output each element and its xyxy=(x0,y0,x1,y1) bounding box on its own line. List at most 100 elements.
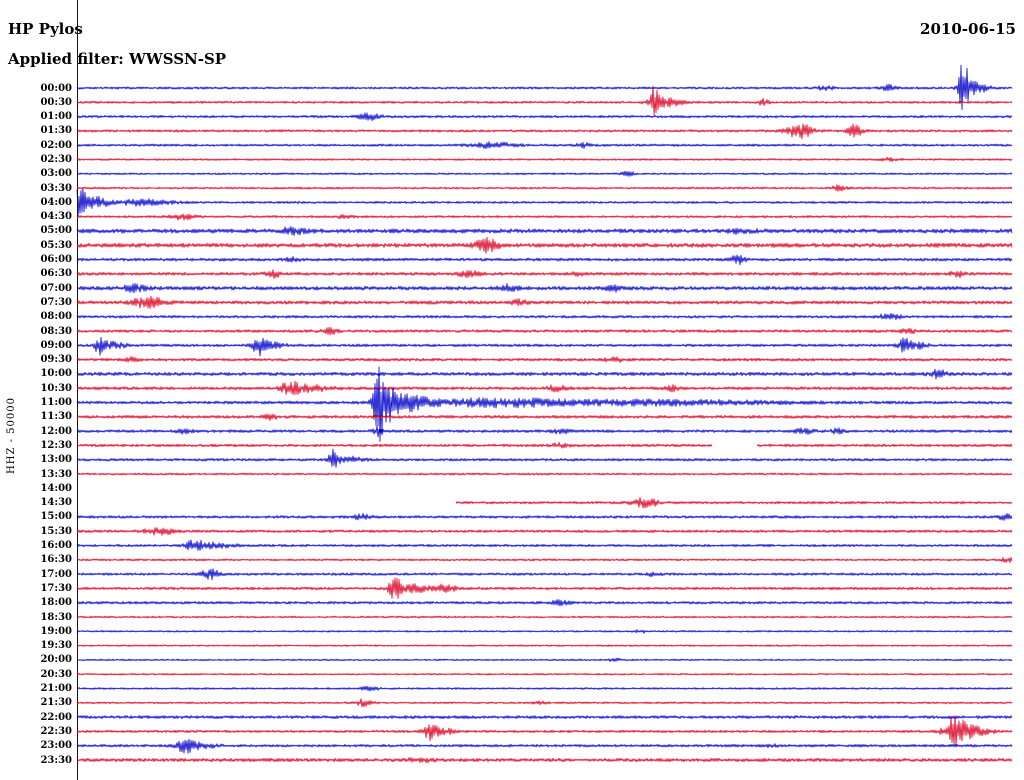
time-label-06:30: 06:30 xyxy=(40,268,72,280)
time-label-02:00: 02:00 xyxy=(40,139,72,151)
time-label-19:00: 19:00 xyxy=(40,625,72,637)
time-label-13:30: 13:30 xyxy=(40,468,72,480)
trace-row-16:30 xyxy=(76,556,1013,563)
time-label-07:00: 07:00 xyxy=(40,282,72,294)
trace-row-12:00 xyxy=(76,425,1013,438)
trace-row-17:30 xyxy=(76,577,1013,599)
trace-row-11:00 xyxy=(76,366,1013,442)
time-label-10:30: 10:30 xyxy=(40,382,72,394)
time-label-21:00: 21:00 xyxy=(40,683,72,695)
date-label: 2010-06-15 xyxy=(920,20,1016,38)
trace-row-01:30 xyxy=(76,123,1013,140)
trace-start-line xyxy=(77,0,78,780)
trace-row-16:00 xyxy=(76,539,1013,551)
time-label-02:30: 02:30 xyxy=(40,153,72,165)
trace-row-13:00 xyxy=(76,448,1013,468)
trace-row-18:30 xyxy=(76,615,1013,619)
time-label-11:00: 11:00 xyxy=(40,397,72,409)
trace-row-23:30 xyxy=(76,757,1013,764)
time-label-17:30: 17:30 xyxy=(40,582,72,594)
time-label-04:00: 04:00 xyxy=(40,196,72,208)
time-labels-column: 00:00 00:30 01:00 01:30 02:00 02:30 03:00 03:30… xyxy=(28,0,72,780)
trace-row-15:30 xyxy=(76,527,1013,536)
time-label-20:30: 20:30 xyxy=(40,668,72,680)
time-label-21:30: 21:30 xyxy=(40,697,72,709)
trace-row-10:00 xyxy=(76,368,1013,380)
trace-row-09:00 xyxy=(76,336,1013,357)
time-label-05:30: 05:30 xyxy=(40,239,72,251)
trace-row-00:00 xyxy=(76,64,1013,110)
time-label-22:00: 22:00 xyxy=(40,711,72,723)
time-label-09:00: 09:00 xyxy=(40,339,72,351)
trace-row-20:00 xyxy=(76,657,1013,662)
trace-row-19:30 xyxy=(76,644,1013,647)
time-label-23:30: 23:30 xyxy=(40,754,72,766)
trace-row-05:00 xyxy=(76,225,1013,237)
time-label-14:00: 14:00 xyxy=(40,482,72,494)
time-label-04:30: 04:30 xyxy=(40,211,72,223)
time-label-08:30: 08:30 xyxy=(40,325,72,337)
time-label-01:30: 01:30 xyxy=(40,125,72,137)
time-label-00:00: 00:00 xyxy=(40,82,72,94)
time-label-12:30: 12:30 xyxy=(40,439,72,451)
trace-row-17:00 xyxy=(76,568,1013,581)
time-label-18:30: 18:30 xyxy=(40,611,72,623)
trace-row-09:30 xyxy=(76,355,1013,363)
trace-row-19:00 xyxy=(76,629,1013,634)
trace-row-14:30 xyxy=(455,496,1013,509)
trace-row-00:30 xyxy=(76,85,1013,116)
time-label-19:30: 19:30 xyxy=(40,640,72,652)
time-label-06:00: 06:00 xyxy=(40,254,72,266)
time-label-07:30: 07:30 xyxy=(40,296,72,308)
trace-row-18:00 xyxy=(76,599,1013,607)
time-label-18:00: 18:00 xyxy=(40,597,72,609)
applied-filter-label: Applied filter: WWSSN-SP xyxy=(8,50,227,68)
trace-row-20:30 xyxy=(76,672,1013,676)
time-label-12:00: 12:00 xyxy=(40,425,72,437)
time-label-01:00: 01:00 xyxy=(40,111,72,123)
trace-row-15:00 xyxy=(76,512,1013,521)
trace-row-07:00 xyxy=(76,282,1013,294)
trace-row-02:30 xyxy=(76,156,1013,163)
trace-row-21:30 xyxy=(76,698,1013,708)
trace-row-08:30 xyxy=(76,326,1013,336)
time-label-23:00: 23:00 xyxy=(40,740,72,752)
time-label-22:30: 22:30 xyxy=(40,725,72,737)
time-label-15:00: 15:00 xyxy=(40,511,72,523)
trace-row-08:00 xyxy=(76,312,1013,321)
trace-row-05:30 xyxy=(76,236,1013,254)
trace-row-22:30 xyxy=(76,715,1013,748)
trace-row-07:30 xyxy=(76,295,1013,310)
time-label-17:00: 17:00 xyxy=(40,568,72,580)
time-label-09:30: 09:30 xyxy=(40,354,72,366)
trace-row-04:30 xyxy=(76,213,1013,221)
time-label-03:30: 03:30 xyxy=(40,182,72,194)
time-label-03:00: 03:00 xyxy=(40,168,72,180)
trace-row-03:00 xyxy=(76,170,1013,177)
trace-row-01:00 xyxy=(76,112,1013,122)
trace-row-04:00 xyxy=(76,188,1013,217)
trace-row-12:30 xyxy=(756,443,1013,448)
trace-row-21:00 xyxy=(76,685,1013,692)
trace-row-11:30 xyxy=(76,413,1013,421)
time-label-20:00: 20:00 xyxy=(40,654,72,666)
time-label-16:30: 16:30 xyxy=(40,554,72,566)
time-label-16:00: 16:00 xyxy=(40,540,72,552)
trace-row-22:00 xyxy=(76,715,1013,720)
trace-row-10:30 xyxy=(76,380,1013,396)
time-label-00:30: 00:30 xyxy=(40,96,72,108)
trace-row-02:00 xyxy=(76,141,1013,150)
station-title: HP Pylos xyxy=(8,20,83,38)
time-label-08:00: 08:00 xyxy=(40,311,72,323)
time-label-14:30: 14:30 xyxy=(40,497,72,509)
trace-row-06:00 xyxy=(76,254,1013,266)
trace-row-13:30 xyxy=(76,472,1013,476)
trace-row-23:00 xyxy=(76,738,1013,754)
trace-row-06:30 xyxy=(76,269,1013,279)
time-label-11:30: 11:30 xyxy=(40,411,72,423)
time-label-13:00: 13:00 xyxy=(40,454,72,466)
time-label-05:00: 05:00 xyxy=(40,225,72,237)
time-label-15:30: 15:30 xyxy=(40,525,72,537)
